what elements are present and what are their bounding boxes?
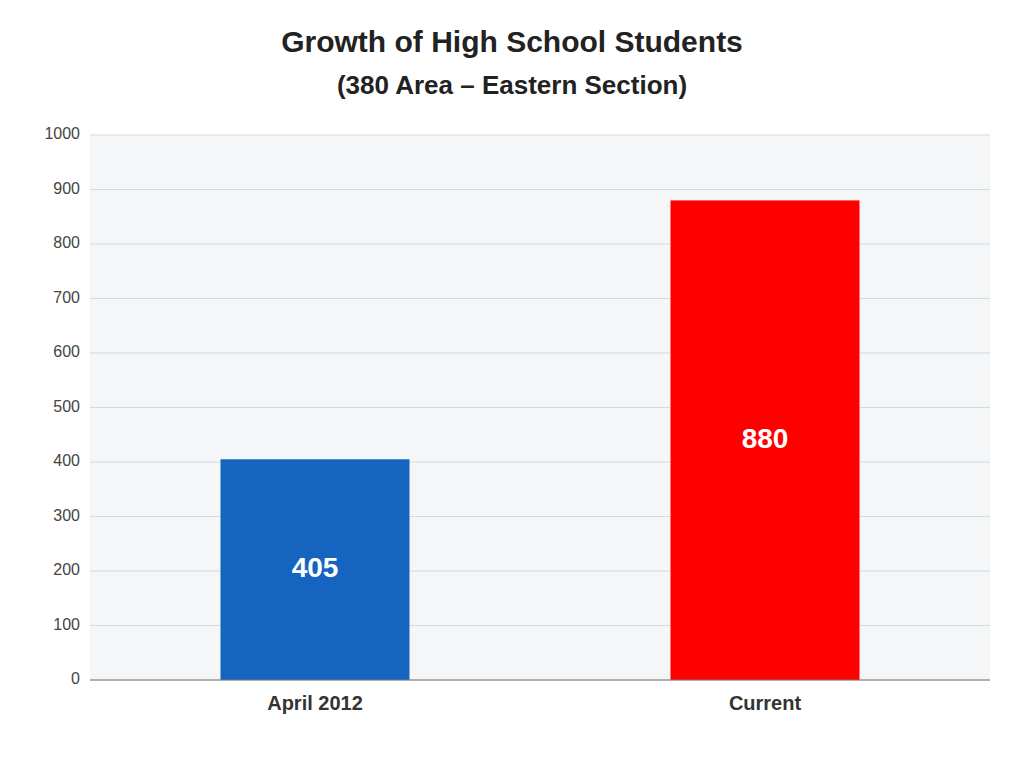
chart-svg: Growth of High School Students (380 Area … xyxy=(0,0,1024,768)
x-tick-label: April 2012 xyxy=(267,692,363,714)
bar xyxy=(671,200,860,680)
y-tick-label: 900 xyxy=(53,180,80,197)
y-tick-label: 300 xyxy=(53,507,80,524)
y-tick-label: 0 xyxy=(71,670,80,687)
x-axis-line xyxy=(90,680,990,681)
y-tick-label: 800 xyxy=(53,234,80,251)
data-label: 880 xyxy=(742,423,789,454)
y-tick-label: 1000 xyxy=(44,125,80,142)
y-tick-label: 200 xyxy=(53,561,80,578)
y-tick-label: 700 xyxy=(53,289,80,306)
grid-line xyxy=(90,135,990,136)
plot-background xyxy=(90,135,990,680)
title: Growth of High School Students xyxy=(281,25,743,58)
y-tick-label: 100 xyxy=(53,616,80,633)
subtitle: (380 Area – Eastern Section) xyxy=(337,70,687,100)
chart-container: Growth of High School Students (380 Area … xyxy=(0,0,1024,768)
y-tick-label: 500 xyxy=(53,398,80,415)
bar xyxy=(221,459,410,680)
bars xyxy=(221,200,860,680)
grid-line xyxy=(90,680,990,681)
data-label: 405 xyxy=(292,552,339,583)
grid-line xyxy=(90,189,990,190)
y-tick-label: 600 xyxy=(53,343,80,360)
x-tick-label: Current xyxy=(729,692,802,714)
y-tick-label: 400 xyxy=(53,452,80,469)
